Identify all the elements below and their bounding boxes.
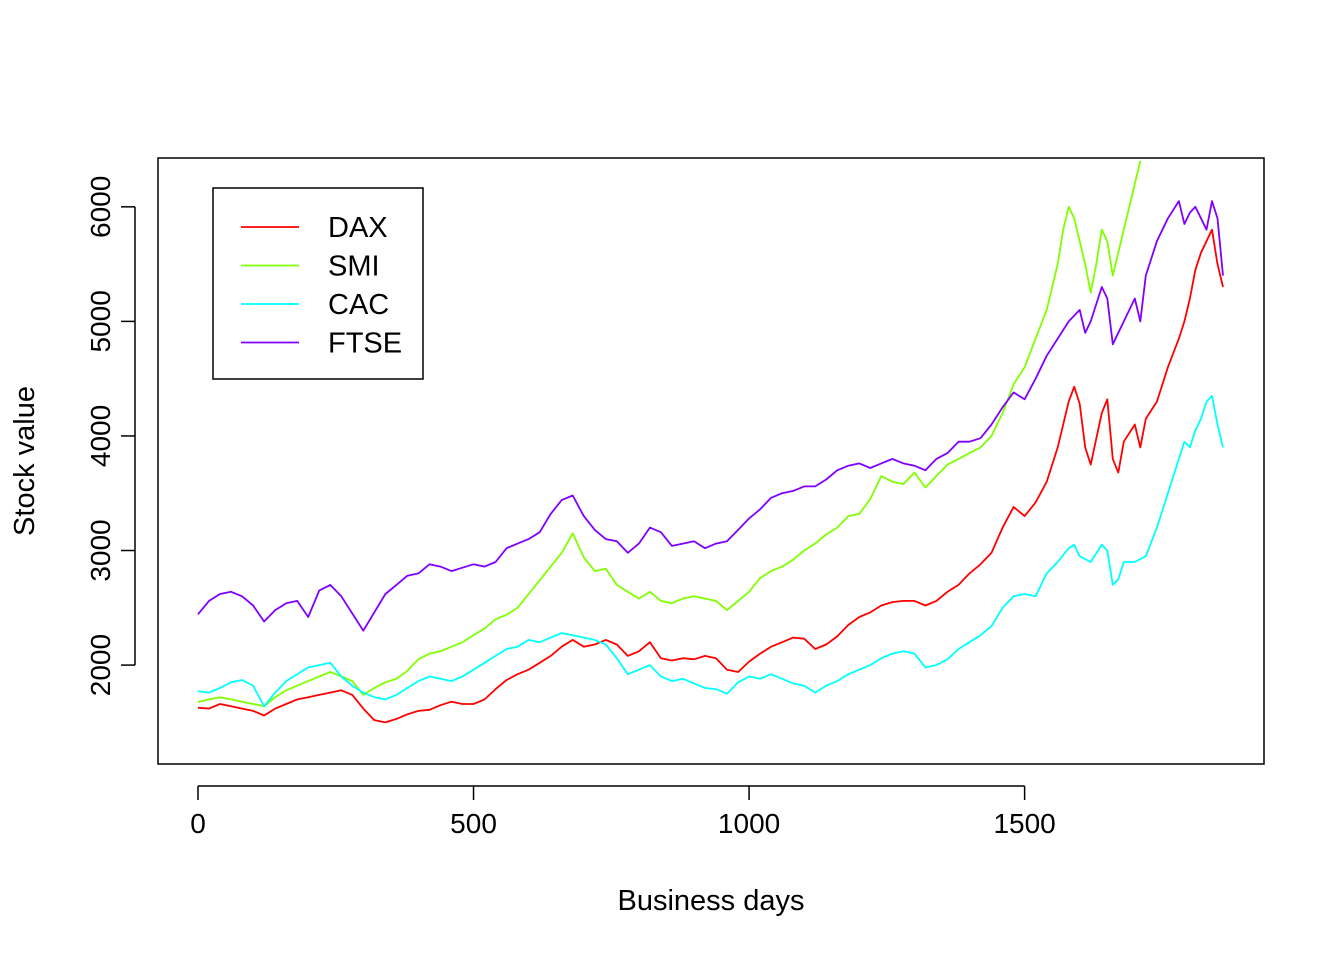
- x-tick-label: 1500: [993, 808, 1055, 839]
- y-tick-label: 6000: [85, 176, 116, 238]
- x-tick-label: 0: [190, 808, 206, 839]
- legend-label-ftse: FTSE: [328, 328, 402, 360]
- legend-label-dax: DAX: [328, 212, 388, 244]
- y-axis-title: Stock value: [9, 386, 41, 536]
- y-tick-label: 5000: [85, 290, 116, 352]
- legend: DAX SMI CAC FTSE: [212, 187, 424, 380]
- x-axis-title: Business days: [618, 885, 805, 917]
- y-tick-label: 2000: [85, 634, 116, 696]
- x-tick-label: 1000: [718, 808, 780, 839]
- plot-frame: [157, 157, 1265, 765]
- y-tick-label: 4000: [85, 405, 116, 467]
- series-layer: [197, 160, 1224, 724]
- legend-label-smi: SMI: [328, 251, 380, 283]
- series-line-dax: [197, 228, 1224, 724]
- series-line-cac: [197, 394, 1224, 708]
- y-axis: 2000 3000 4000 5000 6000: [85, 176, 136, 696]
- legend-box: [212, 187, 424, 380]
- series-line-ftse: [197, 200, 1224, 632]
- y-tick-label: 3000: [85, 519, 116, 581]
- legend-label-cac: CAC: [328, 289, 389, 321]
- x-tick-label: 500: [450, 808, 497, 839]
- x-axis: 0 500 1000 1500: [190, 785, 1056, 839]
- series-line-smi: [197, 160, 1142, 708]
